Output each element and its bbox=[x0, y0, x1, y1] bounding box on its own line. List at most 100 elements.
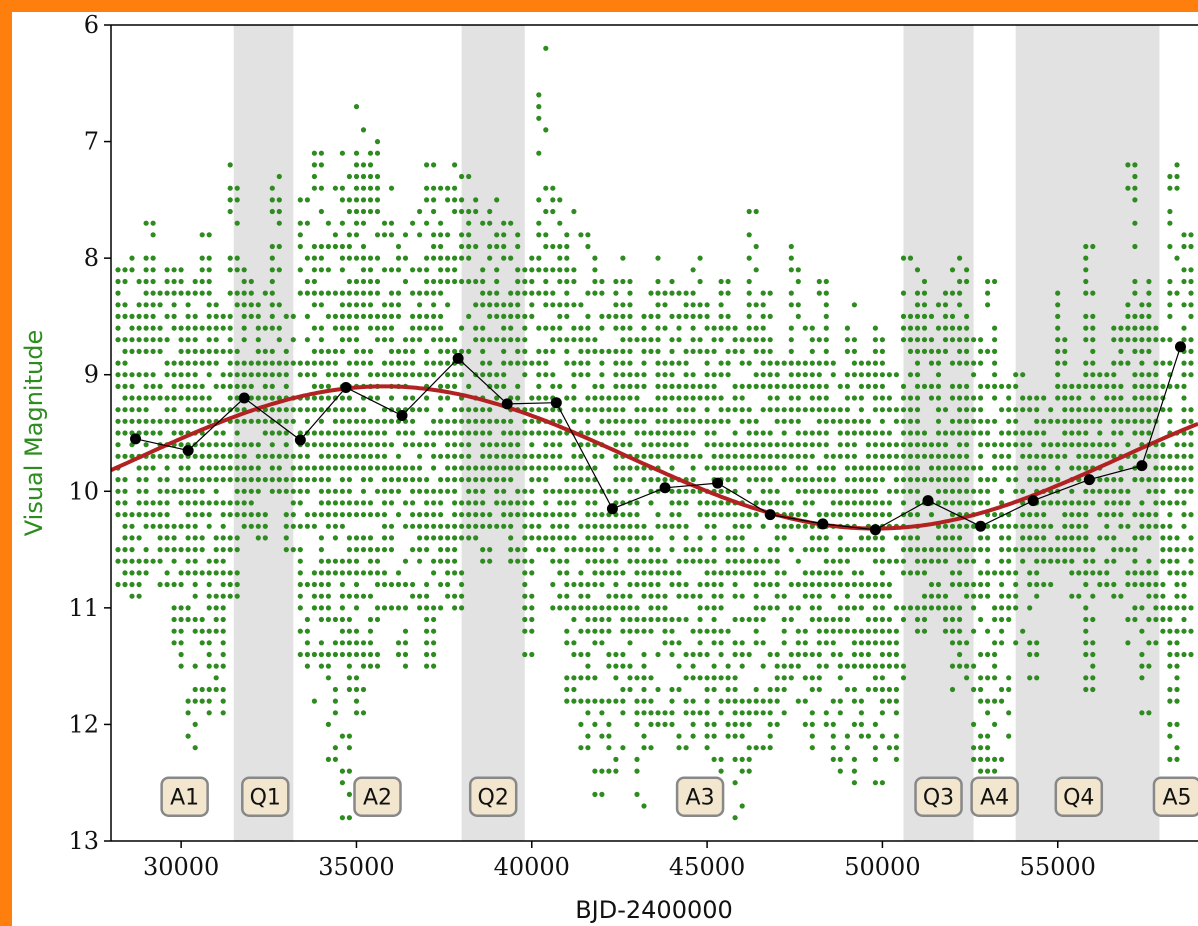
scatter-point bbox=[879, 558, 886, 564]
scatter-point bbox=[683, 535, 689, 541]
scatter-point bbox=[136, 278, 142, 285]
scatter-point bbox=[690, 558, 696, 564]
scatter-point bbox=[424, 372, 430, 378]
scatter-point bbox=[795, 442, 801, 448]
scatter-point bbox=[978, 348, 984, 354]
scatter-point bbox=[795, 383, 801, 389]
scatter-point bbox=[206, 302, 212, 308]
scatter-point bbox=[585, 360, 591, 366]
scatter-point bbox=[459, 477, 465, 483]
scatter-point bbox=[781, 523, 787, 529]
scatter-point bbox=[501, 383, 507, 389]
scatter-point bbox=[234, 220, 240, 226]
scatter-point bbox=[753, 302, 759, 308]
scatter-point bbox=[501, 325, 507, 331]
scatter-point bbox=[199, 547, 205, 553]
scatter-point bbox=[886, 686, 893, 693]
scatter-point bbox=[992, 372, 998, 378]
scatter-point bbox=[346, 407, 352, 413]
scatter-point bbox=[318, 651, 324, 658]
scatter-point bbox=[543, 185, 549, 191]
scatter-point bbox=[711, 616, 717, 623]
scatter-point bbox=[381, 605, 388, 611]
scatter-point bbox=[515, 430, 521, 436]
scatter-point bbox=[788, 477, 794, 483]
scatter-point bbox=[1111, 372, 1117, 378]
scatter-point bbox=[760, 407, 766, 413]
scatter-point bbox=[585, 290, 591, 296]
scatter-point bbox=[1083, 547, 1089, 553]
scatter-point bbox=[809, 710, 815, 716]
scatter-point bbox=[655, 325, 661, 331]
scatter-point bbox=[157, 302, 163, 308]
scatter-point bbox=[255, 337, 261, 343]
scatter-point bbox=[858, 430, 865, 436]
scatter-point bbox=[360, 418, 367, 424]
scatter-point bbox=[655, 442, 661, 448]
scatter-point bbox=[949, 628, 956, 634]
scatter-point bbox=[599, 570, 605, 576]
scatter-point bbox=[1160, 360, 1166, 366]
scatter-point bbox=[1104, 442, 1110, 448]
scatter-point bbox=[1132, 547, 1138, 553]
scatter-point bbox=[872, 348, 879, 354]
scatter-point bbox=[494, 465, 500, 471]
scatter-point bbox=[613, 430, 619, 436]
scatter-point bbox=[367, 663, 374, 669]
scatter-point bbox=[907, 488, 914, 494]
scatter-point bbox=[564, 337, 570, 343]
scatter-point bbox=[206, 570, 212, 576]
scatter-point bbox=[1020, 535, 1026, 541]
scatter-point bbox=[297, 651, 303, 658]
scatter-point bbox=[900, 488, 907, 494]
scatter-point bbox=[192, 547, 198, 553]
scatter-point bbox=[978, 477, 984, 483]
scatter-point bbox=[339, 593, 345, 599]
scatter-point bbox=[872, 547, 879, 553]
scatter-point bbox=[395, 372, 402, 378]
scatter-point bbox=[788, 581, 794, 588]
scatter-point bbox=[704, 407, 710, 413]
scatter-point bbox=[585, 442, 591, 448]
scatter-point bbox=[325, 442, 331, 448]
scatter-point bbox=[536, 535, 542, 541]
scatter-point bbox=[872, 430, 879, 436]
scatter-point bbox=[711, 581, 717, 588]
scatter-point bbox=[802, 523, 808, 529]
scatter-point bbox=[241, 418, 247, 424]
scatter-point bbox=[830, 477, 836, 483]
scatter-point bbox=[557, 593, 563, 599]
scatter-point bbox=[809, 453, 815, 459]
scatter-point bbox=[332, 512, 338, 518]
scatter-point bbox=[501, 372, 507, 378]
scatter-point bbox=[178, 488, 184, 494]
scatter-point bbox=[949, 453, 956, 459]
scatter-point bbox=[592, 581, 598, 588]
scatter-point bbox=[346, 593, 352, 599]
scatter-point bbox=[1027, 547, 1033, 553]
scatter-point bbox=[872, 663, 879, 669]
scatter-point bbox=[381, 430, 388, 436]
scatter-point bbox=[613, 768, 619, 774]
scatter-point bbox=[311, 523, 317, 529]
scatter-point bbox=[732, 733, 738, 739]
scatter-point bbox=[318, 605, 324, 611]
scatter-point bbox=[1006, 523, 1012, 529]
scatter-point bbox=[676, 663, 682, 669]
scatter-point bbox=[417, 465, 423, 471]
scatter-point bbox=[1167, 407, 1173, 413]
scatter-point bbox=[1069, 418, 1075, 424]
scatter-point bbox=[1006, 675, 1012, 681]
scatter-point bbox=[957, 558, 963, 564]
scatter-point bbox=[185, 500, 191, 506]
scatter-point bbox=[199, 465, 205, 471]
scatter-point bbox=[1139, 500, 1145, 506]
scatter-point bbox=[353, 675, 360, 681]
scatter-point bbox=[452, 208, 458, 215]
scatter-point bbox=[248, 488, 254, 494]
scatter-point bbox=[543, 302, 549, 308]
scatter-point bbox=[213, 477, 219, 483]
scatter-point bbox=[627, 278, 633, 285]
scatter-point bbox=[1118, 488, 1124, 494]
scatter-point bbox=[494, 278, 500, 285]
